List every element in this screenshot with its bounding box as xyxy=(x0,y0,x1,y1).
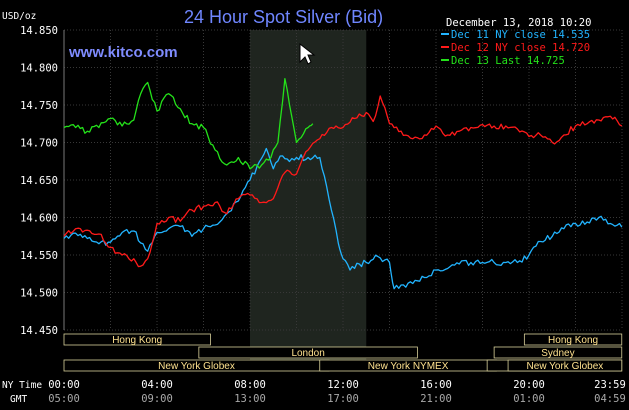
y-axis-label: USD/oz xyxy=(2,11,36,22)
ny-time-tick: 16:00 xyxy=(420,379,452,391)
trading-sessions: Hong Kong London New York Globex New York N… xyxy=(63,333,623,372)
series-line xyxy=(63,95,623,268)
session-label: London xyxy=(291,348,324,359)
session-bar xyxy=(493,346,623,359)
gmt-time-tick: 05:00 xyxy=(48,393,80,405)
gmt-time-tick: 01:00 xyxy=(513,393,545,405)
y-tick-label: 14.750 xyxy=(20,100,58,112)
ny-time-tick: 04:00 xyxy=(141,379,173,391)
legend-entry: Dec 11 NY close 14.535 xyxy=(451,29,590,41)
session-label: New York Globex xyxy=(158,361,235,372)
ny-time-tick: 20:00 xyxy=(513,379,545,391)
session-bar xyxy=(63,333,211,346)
y-tick-label: 14.800 xyxy=(20,63,58,75)
gmt-time-tick: 04:59 xyxy=(594,393,626,405)
timestamp: December 13, 2018 10:20 xyxy=(446,17,591,29)
session-bar xyxy=(198,346,418,359)
gmt-time-tick: 17:00 xyxy=(327,393,359,405)
time-axis: NY Time GMT 00:00 05:00 04:00 09:00 08:00 13:00… xyxy=(2,379,626,405)
ny-time-tick: 00:00 xyxy=(48,379,80,391)
chart-title: 24 Hour Spot Silver (Bid) xyxy=(184,7,383,27)
session-label: Sydney xyxy=(541,348,574,359)
gmt-time-tick: 13:00 xyxy=(234,393,266,405)
y-tick-label: 14.850 xyxy=(20,25,58,37)
site-label: www.kitco.com xyxy=(68,44,178,61)
y-tick-label: 14.500 xyxy=(20,288,58,300)
y-tick-label: 14.450 xyxy=(20,325,58,337)
y-axis-ticks: 14.850 14.800 14.750 14.700 14.650 14.600 14.5… xyxy=(20,25,58,337)
y-tick-label: 14.550 xyxy=(20,250,58,262)
y-tick-label: 14.650 xyxy=(20,175,58,187)
series-line xyxy=(63,78,314,170)
session-label: Hong Kong xyxy=(112,335,162,346)
gmt-label: GMT xyxy=(10,394,27,405)
legend-entry: Dec 12 NY close 14.720 xyxy=(451,42,590,54)
ny-time-tick: 08:00 xyxy=(234,379,266,391)
legend-entry: Dec 13 Last 14.725 xyxy=(451,55,565,67)
ny-time-label: NY Time xyxy=(2,380,42,391)
session-bar xyxy=(523,333,623,346)
gmt-time-tick: 09:00 xyxy=(141,393,173,405)
series-lines xyxy=(63,78,623,290)
cursor-arrow-icon xyxy=(299,42,316,65)
ny-time-tick: 12:00 xyxy=(327,379,359,391)
session-label: Hong Kong xyxy=(548,335,598,346)
ny-time-tick: 23:59 xyxy=(594,379,626,391)
session-bar xyxy=(507,359,623,372)
grid-lines xyxy=(63,29,623,331)
session-label: New York NYMEX xyxy=(368,361,449,372)
y-tick-label: 14.700 xyxy=(20,138,58,150)
gmt-time-tick: 21:00 xyxy=(420,393,452,405)
series-line xyxy=(63,147,623,290)
active-session-band xyxy=(250,30,367,369)
y-tick-label: 14.600 xyxy=(20,213,58,225)
session-label: New York Globex xyxy=(527,361,604,372)
